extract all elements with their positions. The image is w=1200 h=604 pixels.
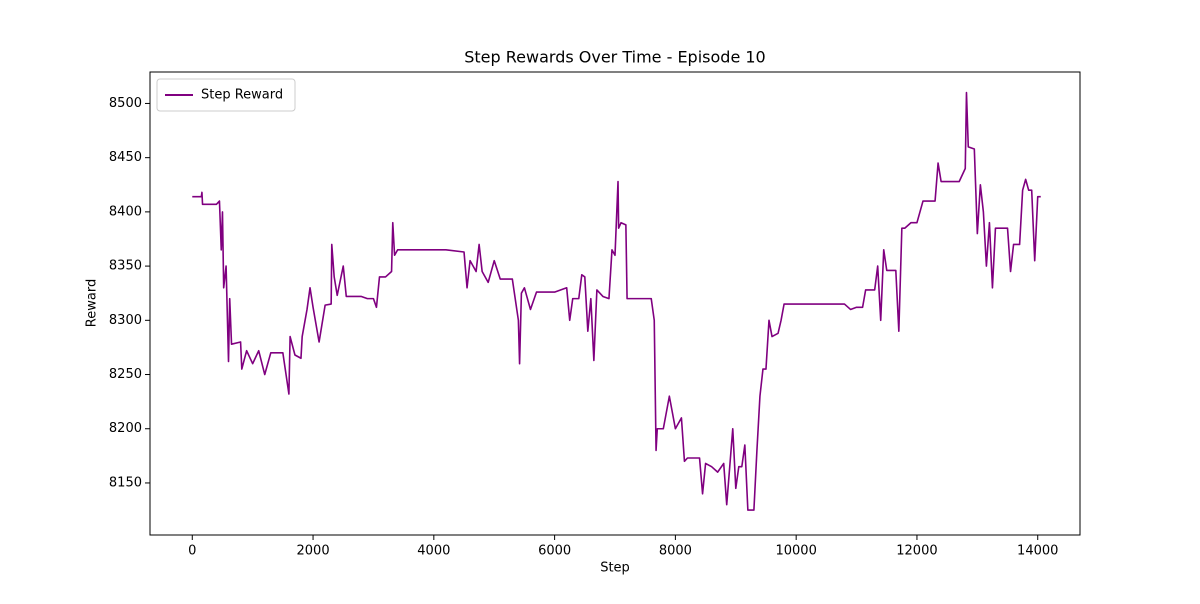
y-tick-label: 8300 <box>109 313 142 328</box>
x-tick-label: 10000 <box>775 544 816 559</box>
x-tick-label: 14000 <box>1017 544 1058 559</box>
legend-box <box>156 78 296 112</box>
x-tick-label: 0 <box>188 544 196 559</box>
data-line <box>192 91 1041 511</box>
legend-label: Step Reward <box>201 88 283 103</box>
x-tick-label: 8000 <box>659 544 692 559</box>
y-tick-label: 8350 <box>109 259 142 274</box>
y-axis-label: Reward <box>85 279 100 327</box>
y-tick-label: 8150 <box>109 475 142 490</box>
x-tick-label: 12000 <box>896 544 937 559</box>
x-tick-label: 2000 <box>297 544 330 559</box>
x-axis-label: Step <box>600 561 630 576</box>
x-tick-label: 4000 <box>417 544 450 559</box>
x-tick-label: 6000 <box>538 544 571 559</box>
plot-frame <box>149 71 1081 536</box>
chart-title: Step Rewards Over Time - Episode 10 <box>464 48 765 67</box>
y-tick-label: 8250 <box>109 367 142 382</box>
y-tick-label: 8400 <box>109 204 142 219</box>
y-tick-label: 8200 <box>109 421 142 436</box>
y-tick-label: 8450 <box>109 150 142 165</box>
y-tick-label: 8500 <box>109 96 142 111</box>
